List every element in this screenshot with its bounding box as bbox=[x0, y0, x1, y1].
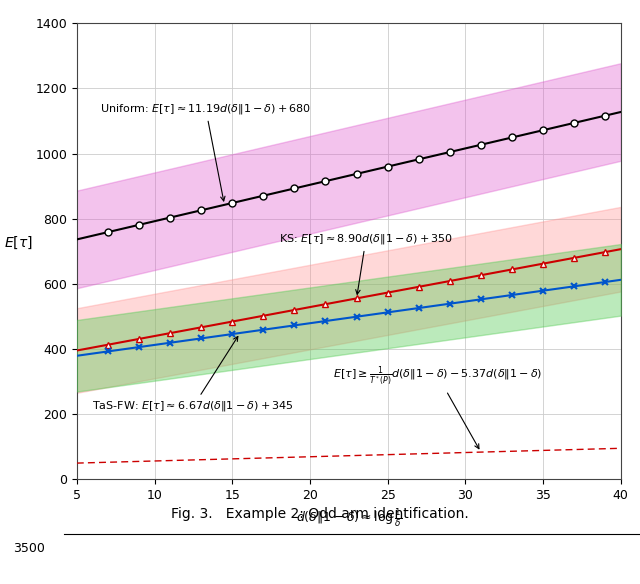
Text: KS: $E[\tau] \approx 8.90d(\delta\|1-\delta) + 350$: KS: $E[\tau] \approx 8.90d(\delta\|1-\de… bbox=[279, 232, 453, 294]
Text: 3500: 3500 bbox=[13, 542, 45, 555]
Text: Uniform: $E[\tau] \approx 11.19d(\delta\|1-\delta) + 680$: Uniform: $E[\tau] \approx 11.19d(\delta\… bbox=[100, 102, 311, 201]
Text: TaS-FW: $E[\tau] \approx 6.67d(\delta\|1-\delta) + 345$: TaS-FW: $E[\tau] \approx 6.67d(\delta\|1… bbox=[92, 336, 294, 413]
Text: Fig. 3.   Example 2: Odd arm identification.: Fig. 3. Example 2: Odd arm identificatio… bbox=[171, 507, 469, 521]
Text: $E[\tau] \geq \frac{1}{T^*(P)}d(\delta\|1-\delta) - 5.37d(\delta\|1-\delta)$: $E[\tau] \geq \frac{1}{T^*(P)}d(\delta\|… bbox=[333, 364, 543, 449]
X-axis label: $d(\delta\|1-\delta) \approx \log \frac{1}{\delta}$: $d(\delta\|1-\delta) \approx \log \frac{… bbox=[296, 507, 402, 529]
Y-axis label: $E[\tau]$: $E[\tau]$ bbox=[4, 235, 33, 251]
